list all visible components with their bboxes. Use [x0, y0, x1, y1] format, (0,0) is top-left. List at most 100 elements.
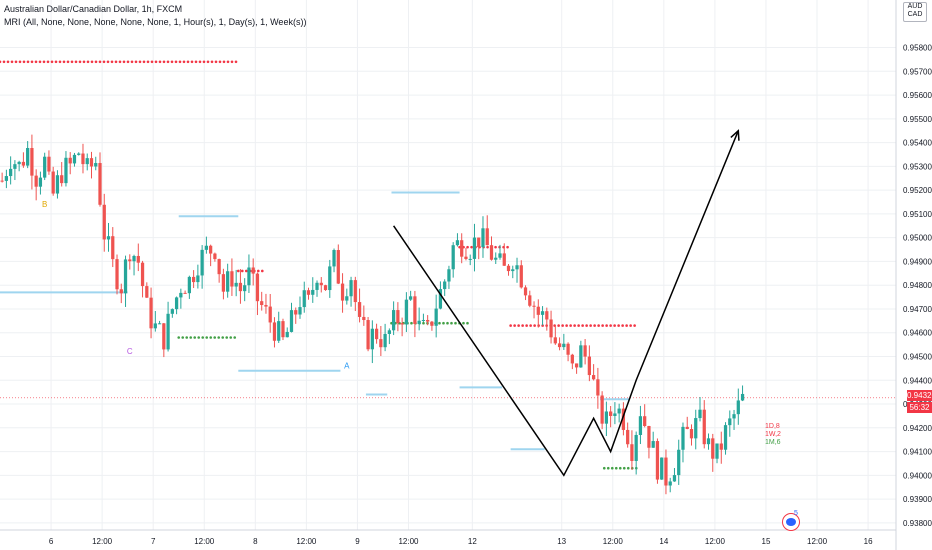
- candle-body: [247, 267, 251, 286]
- support-dot: [618, 466, 622, 470]
- candle-body: [630, 444, 634, 461]
- candle-body: [638, 416, 643, 435]
- candle-body: [468, 258, 472, 260]
- candle-body: [174, 297, 179, 310]
- candle-body: [600, 395, 604, 424]
- resistance-dot: [494, 245, 497, 249]
- candle-body: [655, 441, 660, 480]
- candle-body: [643, 416, 647, 427]
- candle-body: [336, 250, 340, 284]
- candle-body: [409, 296, 413, 300]
- resistance-dot: [633, 324, 636, 327]
- candle-body: [226, 271, 230, 292]
- resistance-dot: [541, 324, 544, 327]
- candle-body: [443, 281, 447, 290]
- support-dot: [197, 336, 201, 339]
- candle-body: [277, 321, 281, 341]
- mri-label: 1W,2: [765, 431, 781, 438]
- y-tick-label: 0.95500: [903, 115, 932, 124]
- currency-box[interactable]: AUD CAD: [903, 2, 927, 22]
- y-tick-label: 0.94600: [903, 329, 932, 338]
- candle-body: [243, 285, 247, 292]
- candle-body: [668, 481, 672, 486]
- y-tick-label: 0.94400: [903, 376, 932, 385]
- tradingview-logo-icon[interactable]: 5: [782, 510, 800, 531]
- resistance-dot: [170, 60, 174, 64]
- y-tick-label: 0.94900: [903, 257, 932, 266]
- candle-body: [68, 157, 72, 164]
- candle-body: [374, 328, 379, 340]
- support-dot: [229, 336, 233, 339]
- candle-body: [579, 345, 583, 368]
- wave-mark: B: [42, 200, 47, 209]
- candle-body: [60, 175, 64, 184]
- resistance-dot: [577, 324, 580, 327]
- candle-body: [319, 282, 323, 286]
- candle-body: [306, 290, 311, 295]
- candle-body: [213, 253, 217, 260]
- resistance-dot: [106, 60, 110, 64]
- y-tick-label: 0.94100: [903, 448, 932, 457]
- candle-body: [455, 240, 460, 246]
- resistance-dot: [190, 60, 194, 64]
- x-tick-label: 13: [557, 537, 566, 546]
- resistance-dot: [236, 269, 240, 273]
- resistance-dot: [593, 324, 596, 327]
- candle-body: [26, 148, 30, 166]
- y-tick-label: 0.94500: [903, 353, 932, 362]
- resistance-dot: [122, 60, 126, 64]
- candle-body: [268, 306, 272, 323]
- candle-body: [191, 276, 196, 283]
- resistance-dot: [134, 60, 138, 64]
- x-tick-label: 12:00: [296, 537, 317, 546]
- y-tick-label: 0.95200: [903, 186, 932, 195]
- candle-body: [660, 457, 664, 480]
- candle-body: [413, 296, 417, 324]
- candle-body: [111, 236, 115, 260]
- resistance-dot: [565, 324, 568, 327]
- candle-body: [323, 285, 328, 291]
- arrow-head: [730, 129, 740, 141]
- resistance-dot: [78, 60, 82, 64]
- candle-body: [702, 409, 706, 445]
- resistance-dot: [486, 245, 489, 249]
- y-tick-label: 0.94800: [903, 281, 932, 290]
- indicator-legend[interactable]: MRI (All, None, None, None, None, None, …: [4, 17, 307, 27]
- candle-body: [434, 308, 438, 326]
- candle-body: [187, 276, 191, 294]
- candle-body: [106, 236, 111, 240]
- support-dot: [610, 466, 614, 470]
- candle-body: [472, 237, 477, 259]
- y-tick-label: 0.95400: [903, 139, 932, 148]
- candle-body: [421, 319, 426, 321]
- candle-body: [302, 290, 306, 308]
- candle-body: [553, 337, 557, 344]
- x-tick-label: 15: [762, 537, 771, 546]
- resistance-dot: [613, 324, 616, 327]
- candle-body: [685, 426, 689, 430]
- candle-body: [545, 311, 549, 320]
- candle-body: [289, 310, 294, 332]
- resistance-dot: [74, 60, 78, 64]
- resistance-dot: [260, 269, 264, 273]
- resistance-dot: [222, 60, 226, 64]
- x-tick-label: 6: [49, 537, 54, 546]
- candle-body: [4, 176, 9, 181]
- candle-body: [498, 253, 502, 258]
- support-dot: [454, 321, 457, 325]
- candle-body: [200, 249, 204, 276]
- candle-body: [221, 274, 226, 292]
- candle-body: [38, 177, 43, 187]
- candle-body: [591, 375, 596, 380]
- candle-body: [140, 262, 145, 287]
- candle-body: [502, 253, 506, 266]
- candle-body: [315, 282, 319, 290]
- resistance-dot: [6, 60, 10, 64]
- support-dot: [185, 336, 189, 339]
- resistance-dot: [22, 60, 26, 64]
- candle-body: [349, 280, 353, 297]
- candle-body: [328, 266, 332, 291]
